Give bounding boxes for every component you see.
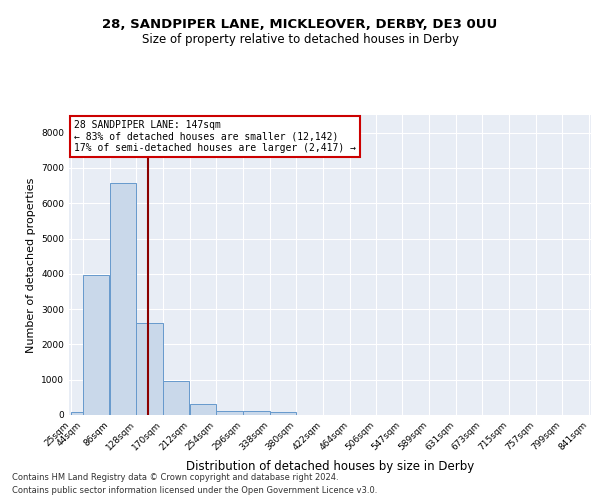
Bar <box>83 274 109 415</box>
Bar <box>217 411 243 415</box>
X-axis label: Distribution of detached houses by size in Derby: Distribution of detached houses by size … <box>186 460 474 473</box>
Bar <box>270 412 296 415</box>
Text: Size of property relative to detached houses in Derby: Size of property relative to detached ho… <box>142 32 458 46</box>
Bar <box>243 412 269 415</box>
Y-axis label: Number of detached properties: Number of detached properties <box>26 178 35 352</box>
Bar <box>136 323 163 415</box>
Text: Contains public sector information licensed under the Open Government Licence v3: Contains public sector information licen… <box>12 486 377 495</box>
Text: Contains HM Land Registry data © Crown copyright and database right 2024.: Contains HM Land Registry data © Crown c… <box>12 474 338 482</box>
Bar <box>71 412 83 415</box>
Bar <box>163 381 190 415</box>
Bar <box>190 404 216 415</box>
Text: 28, SANDPIPER LANE, MICKLEOVER, DERBY, DE3 0UU: 28, SANDPIPER LANE, MICKLEOVER, DERBY, D… <box>103 18 497 30</box>
Bar <box>110 184 136 415</box>
Text: 28 SANDPIPER LANE: 147sqm
← 83% of detached houses are smaller (12,142)
17% of s: 28 SANDPIPER LANE: 147sqm ← 83% of detac… <box>74 120 356 154</box>
